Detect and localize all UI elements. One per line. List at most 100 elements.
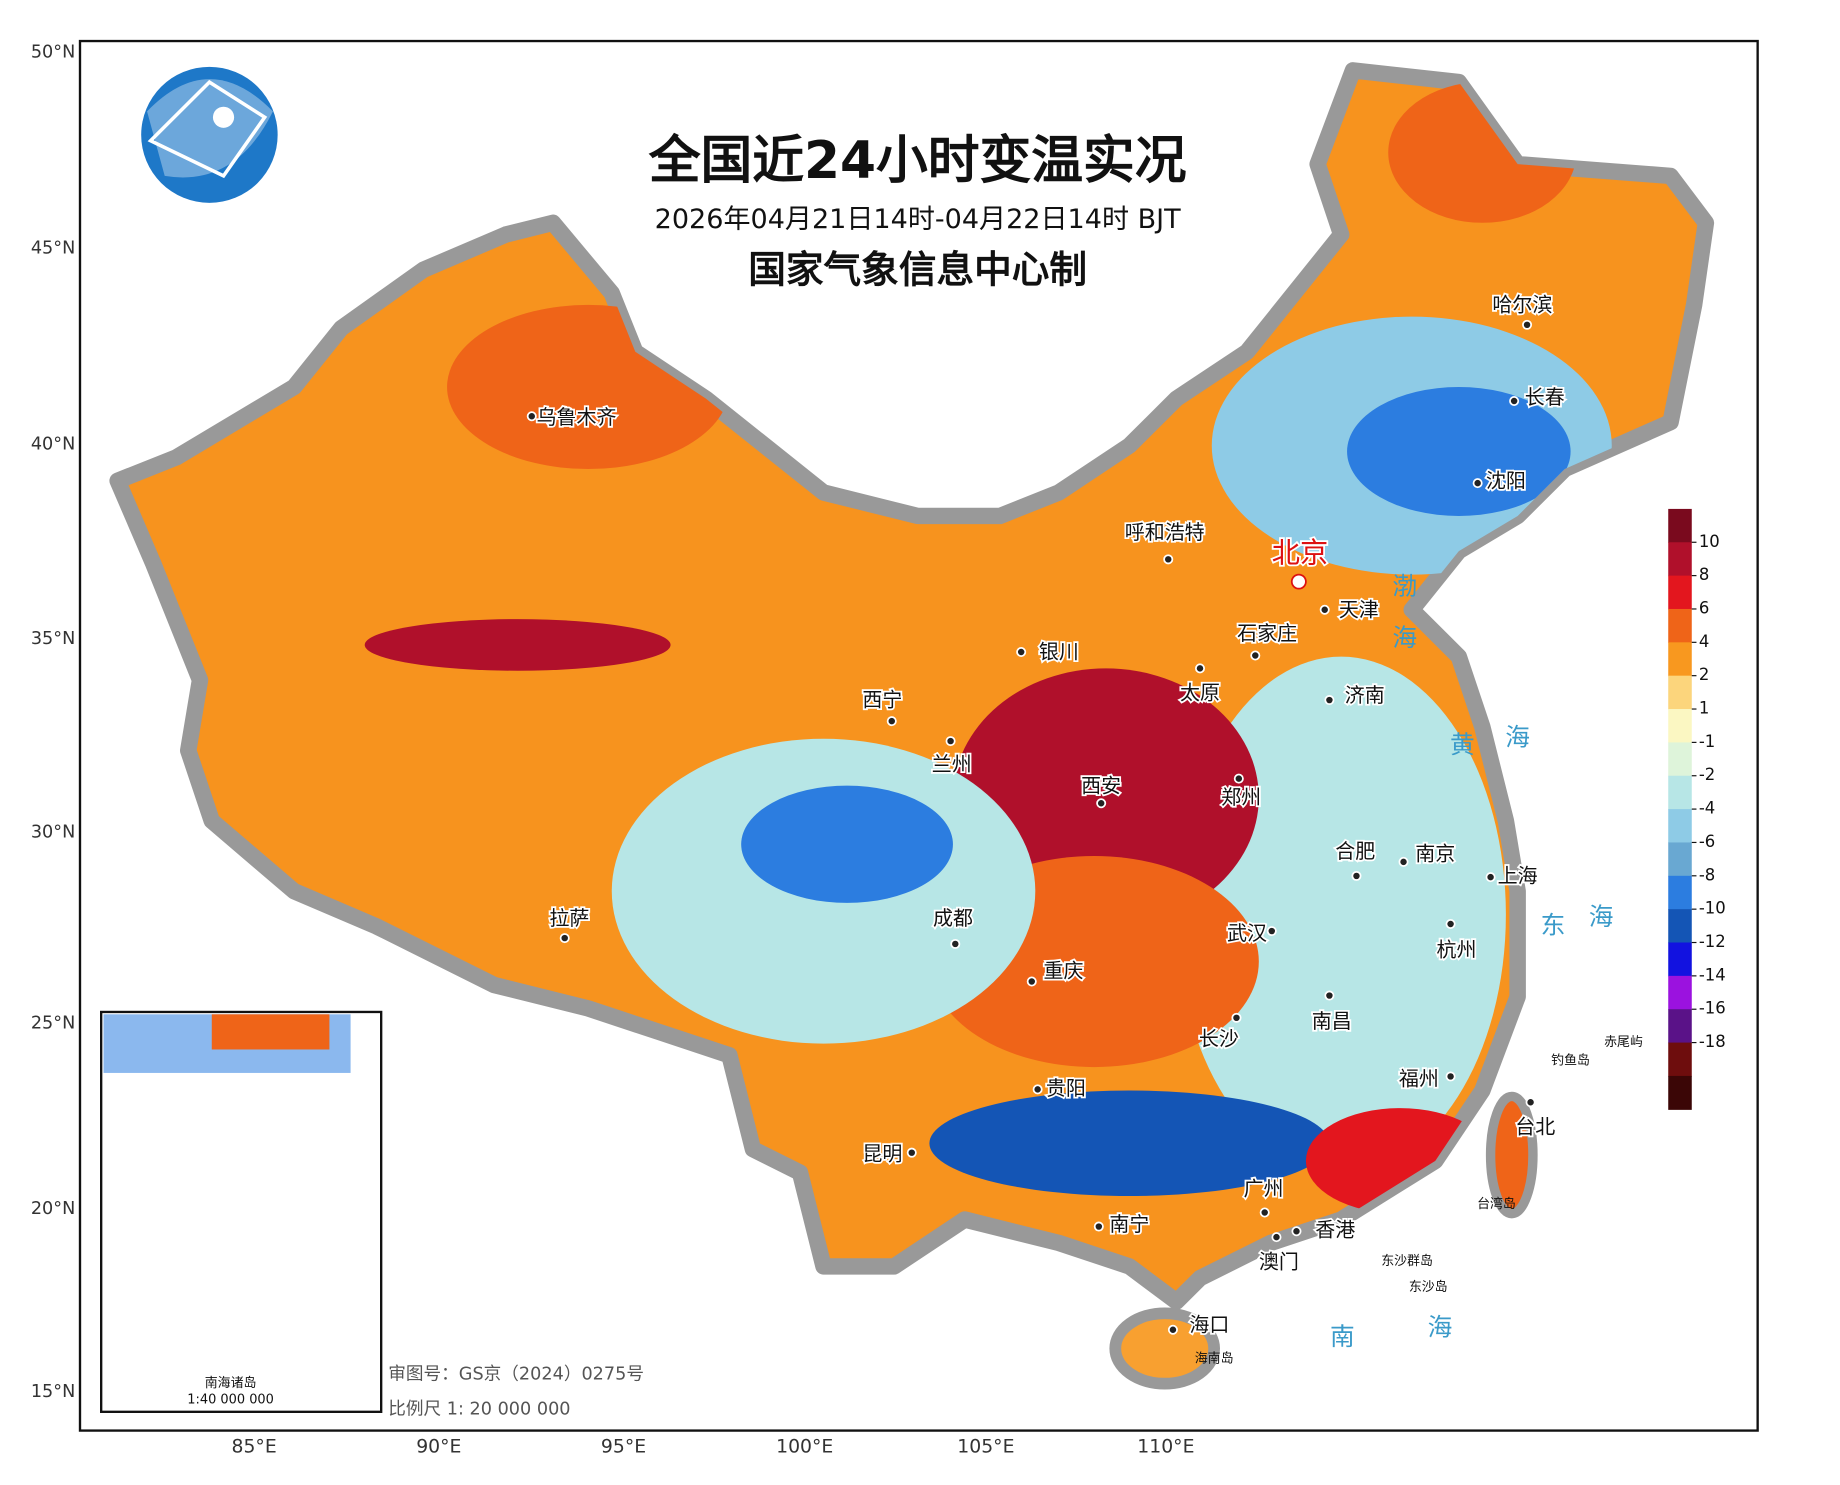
legend-label: 4 — [1699, 632, 1709, 651]
legend-swatch — [1668, 608, 1692, 643]
inset — [100, 1010, 383, 1413]
lat-label: 30°N — [31, 823, 75, 843]
city-marker — [1522, 319, 1533, 330]
legend-label: 10 — [1699, 532, 1720, 551]
inset-title: 南海诸岛 — [205, 1375, 257, 1391]
city-marker — [1509, 396, 1520, 407]
legend-swatch — [1668, 809, 1692, 844]
city-marker — [1525, 1097, 1536, 1108]
legend-swatch — [1668, 542, 1692, 577]
city-marker — [1195, 663, 1205, 674]
lon-label: 100°E — [776, 1437, 833, 1458]
city-label: 兰州 — [932, 752, 972, 776]
legend-label: 8 — [1699, 565, 1709, 584]
place-label: 钓鱼岛 — [1551, 1053, 1590, 1069]
city-marker — [1445, 919, 1456, 929]
legend-label: -1 — [1699, 732, 1715, 751]
frame — [78, 39, 1759, 1432]
city-marker — [1324, 695, 1335, 706]
lat-label: 20°N — [31, 1199, 75, 1219]
legend-swatch — [1668, 842, 1692, 877]
city-marker — [1167, 1324, 1178, 1335]
city-marker — [1445, 1071, 1456, 1082]
lat-label: 15°N — [31, 1382, 75, 1402]
lat-label: 35°N — [31, 629, 75, 649]
taiwan — [1485, 1091, 1538, 1219]
city-label: 台北 — [1515, 1115, 1555, 1139]
legend-label: 2 — [1699, 665, 1709, 684]
city-label: 南宁 — [1109, 1212, 1149, 1236]
city-marker — [1096, 798, 1107, 809]
sea-label: 海 — [1505, 723, 1530, 752]
china-map — [109, 62, 1715, 1390]
city-marker — [1016, 646, 1027, 657]
lon-label: 105°E — [957, 1437, 1014, 1458]
lon-label: 85°E — [232, 1437, 277, 1458]
lat-label: 50°N — [31, 43, 75, 63]
city-label: 南昌 — [1312, 1009, 1352, 1033]
city-marker — [1324, 990, 1335, 1001]
legend-label: -4 — [1699, 799, 1715, 818]
legend-swatch — [1668, 675, 1692, 710]
city-label: 北京 — [1272, 537, 1328, 570]
city-marker — [1233, 773, 1244, 784]
city-label: 昆明 — [862, 1142, 902, 1166]
city-label: 福州 — [1399, 1066, 1439, 1090]
sea-label: 海 — [1428, 1313, 1453, 1342]
legend-label: -12 — [1699, 932, 1726, 951]
place-label: 东沙群岛 — [1381, 1253, 1433, 1269]
lat-label: 40°N — [31, 434, 75, 454]
legend-swatch — [1668, 642, 1692, 677]
legend-swatch — [1668, 742, 1692, 777]
sea-label: 海 — [1589, 902, 1614, 931]
city-label: 成都 — [933, 906, 973, 930]
sea-label: 南 — [1330, 1322, 1355, 1351]
city-label: 天津 — [1339, 597, 1379, 621]
title: 全国近24小时变温实况 — [648, 131, 1187, 191]
city-marker — [559, 933, 570, 944]
legend-swatch — [1668, 1009, 1692, 1044]
city-marker — [1026, 976, 1037, 987]
temperature-field — [364, 82, 1612, 1214]
city-label: 澳门 — [1259, 1249, 1299, 1273]
city-marker — [1163, 554, 1174, 565]
city-label: 乌鲁木齐 — [536, 405, 616, 429]
city-label: 太原 — [1180, 681, 1220, 705]
sea-label: 渤 — [1392, 572, 1417, 601]
legend-swatch — [1668, 1042, 1692, 1077]
city-label: 沈阳 — [1486, 468, 1526, 492]
legend-label: -8 — [1699, 865, 1715, 884]
city-label: 合肥 — [1335, 839, 1375, 863]
city-marker — [886, 716, 897, 727]
city-label: 贵阳 — [1046, 1076, 1086, 1100]
producer: 国家气象信息中心制 — [748, 248, 1087, 292]
city-marker — [1250, 650, 1261, 661]
legend-swatch — [1668, 975, 1692, 1010]
city-marker — [1032, 1084, 1043, 1095]
legend-label: -14 — [1699, 965, 1726, 984]
city-marker — [945, 736, 956, 747]
place-label: 赤尾屿 — [1604, 1035, 1643, 1050]
city-label: 西宁 — [862, 688, 902, 712]
legend-swatch — [1668, 909, 1692, 944]
place-label: 台湾岛 — [1477, 1196, 1516, 1212]
city-label: 银川 — [1039, 640, 1079, 664]
city-label: 海口 — [1189, 1313, 1229, 1337]
subtitle: 2026年04月21日14时-04月22日14时 BJT — [655, 204, 1182, 235]
city-marker — [1093, 1221, 1104, 1232]
city-label: 上海 — [1498, 864, 1538, 888]
footer-approval: 审图号：GS京（2024）0275号 — [388, 1364, 644, 1384]
lon-label: 95°E — [601, 1437, 646, 1458]
legend-swatch — [1668, 942, 1692, 977]
city-label: 长沙 — [1199, 1027, 1239, 1051]
legend-swatch — [1668, 775, 1692, 810]
city-marker — [1319, 604, 1330, 615]
legend-swatch — [1668, 709, 1692, 743]
city-label: 济南 — [1345, 683, 1385, 707]
city-marker — [1266, 926, 1277, 937]
city-label: 杭州 — [1436, 938, 1476, 962]
city-marker — [1259, 1207, 1270, 1218]
city-marker — [1291, 1226, 1302, 1237]
city-label: 南京 — [1415, 841, 1455, 865]
